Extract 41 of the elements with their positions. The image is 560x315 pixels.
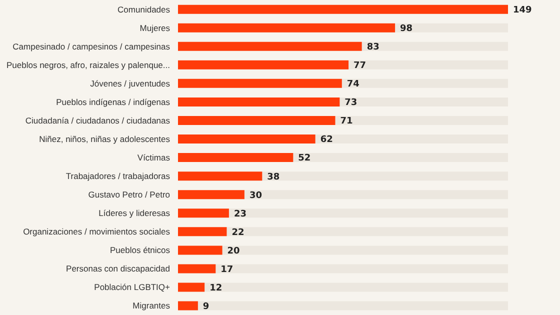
bar [178,227,227,236]
data-label: 74 [346,80,360,90]
bar [178,190,244,200]
data-label: 52 [298,154,311,164]
y-tick-label: Campesinado / campesinos / campesinas [12,41,170,52]
y-tick-label: Personas con discapacidad [66,264,170,274]
data-label: 20 [227,246,240,256]
data-label: 9 [202,302,210,312]
bar [178,264,216,274]
y-tick-label: Ciudadanía / ciudadanos / ciudadanas [25,115,170,126]
data-label: 98 [400,24,413,34]
y-tick-label: Pueblos indígenas / indígenas [56,96,170,107]
data-label: 12 [210,283,222,294]
data-label: 22 [232,228,244,238]
bar [178,282,205,292]
y-tick-label: Comunidades [118,4,170,14]
bar [178,301,198,310]
y-tick-label: Pueblos negros, afro, raizales y palenque... [6,60,170,70]
y-tick-label: Trabajadores / trabajadoras [66,171,170,182]
y-tick-label: Niñez, niños, niñas y adolescentes [39,134,170,144]
y-tick-label: Gustavo Petro / Petro [88,190,170,200]
data-label: 38 [267,172,280,182]
y-tick-label: Víctimas [137,152,170,162]
y-tick-label: Jóvenes / juventudes [90,78,170,88]
data-label: 23 [234,209,246,220]
data-label: 30 [249,190,262,201]
y-tick-label: Organizaciones / movimientos sociales [23,226,170,237]
data-label: 83 [366,42,380,53]
bar [178,246,222,255]
y-tick-label: Líderes y lideresas [98,208,170,218]
bar [178,208,229,218]
data-label: 71 [340,116,353,127]
y-tick-label: Población LGBTIQ+ [94,282,170,292]
y-tick-label: Pueblos étnicos [110,245,170,256]
data-label: 62 [320,135,333,146]
y-tick-label: Mujeres [140,22,170,33]
data-label: 77 [354,61,366,72]
data-label: 149 [513,6,532,16]
y-tick-label: Migrantes [132,300,170,311]
data-label: 17 [220,264,234,275]
data-label: 73 [344,98,358,108]
